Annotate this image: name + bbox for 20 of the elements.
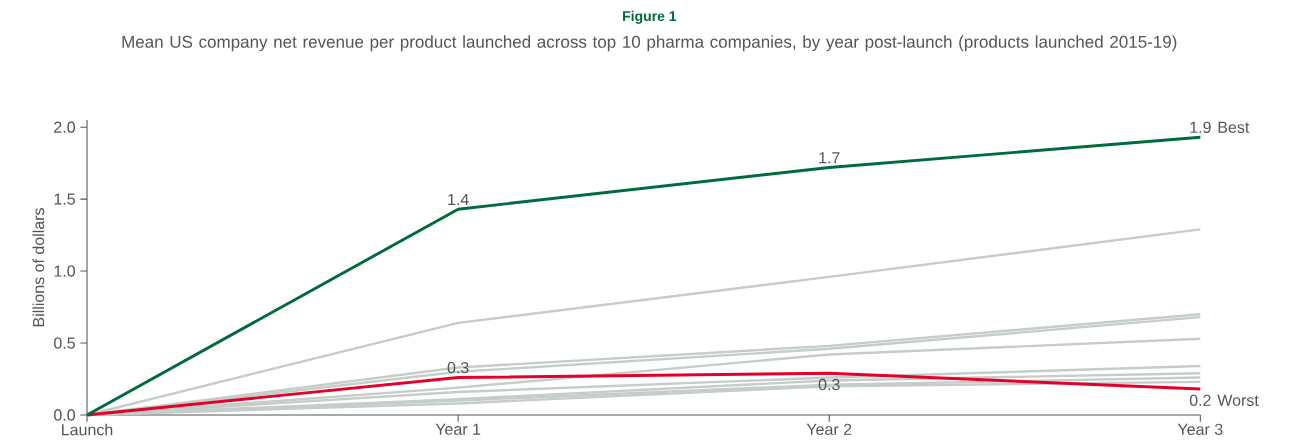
y-tick-label: 0.0 <box>54 409 76 421</box>
x-tick-label: Year 3 <box>1177 423 1223 436</box>
x-tick-label: Launch <box>62 423 113 436</box>
y-tick-label: 1.5 <box>54 193 75 205</box>
data-label: 0.3 <box>447 361 469 374</box>
data-label: 0.2 <box>1189 394 1211 406</box>
y-tick-label: 2.0 <box>54 121 76 133</box>
x-tick-label: Year 1 <box>435 423 481 435</box>
y-tick-label: 1.0 <box>54 265 76 277</box>
series-label: Best <box>1218 121 1250 133</box>
x-tick-label: Year 2 <box>806 423 852 436</box>
y-tick-label: 0.5 <box>54 337 75 349</box>
data-label: 1.9 <box>1190 121 1211 133</box>
data-label: 1.4 <box>448 193 469 205</box>
data-label: 1.7 <box>819 152 840 164</box>
series-label: Worst <box>1217 394 1259 406</box>
chart-subtitle: Mean US company net revenue per product launched across top 10 pharma companies, by year post-launch (products launched 2015-19) <box>122 35 1177 52</box>
chart-title: Figure 1 <box>623 10 677 24</box>
y-axis-title: Billions of dollars <box>32 208 45 327</box>
data-label: 0.3 <box>818 378 840 391</box>
